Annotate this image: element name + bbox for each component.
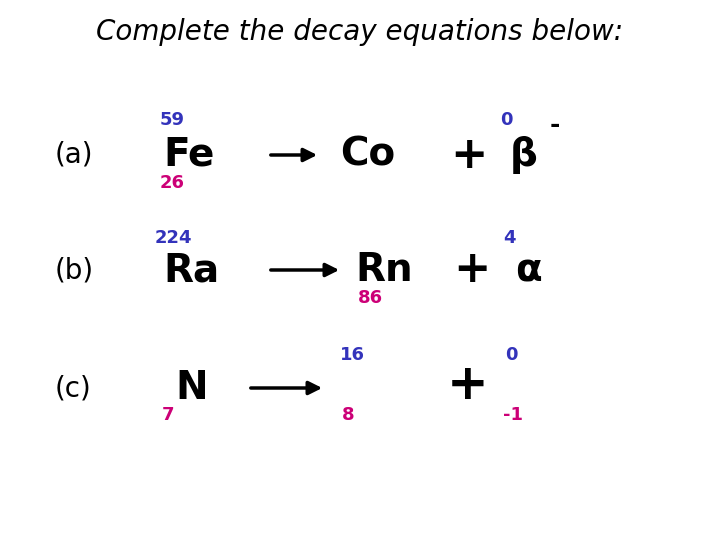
Text: 8: 8 bbox=[342, 406, 355, 424]
Text: 26: 26 bbox=[160, 174, 185, 192]
Text: 7: 7 bbox=[162, 406, 174, 424]
Text: 4: 4 bbox=[503, 229, 516, 247]
Text: β: β bbox=[510, 136, 538, 174]
Text: 0: 0 bbox=[500, 111, 513, 129]
Text: Co: Co bbox=[340, 136, 395, 174]
Text: Ra: Ra bbox=[163, 251, 219, 289]
Text: 224: 224 bbox=[155, 229, 192, 247]
Text: +: + bbox=[453, 248, 490, 292]
Text: 16: 16 bbox=[340, 346, 365, 364]
Text: 86: 86 bbox=[358, 289, 383, 307]
Text: -1: -1 bbox=[503, 406, 523, 424]
Text: Rn: Rn bbox=[355, 251, 413, 289]
Text: (b): (b) bbox=[55, 256, 94, 284]
Text: 0: 0 bbox=[505, 346, 518, 364]
Text: -: - bbox=[550, 113, 560, 137]
Text: (c): (c) bbox=[55, 374, 91, 402]
Text: α: α bbox=[515, 251, 541, 289]
Text: +: + bbox=[450, 133, 487, 177]
Text: (a): (a) bbox=[55, 141, 94, 169]
Text: +: + bbox=[447, 361, 489, 409]
Text: 59: 59 bbox=[160, 111, 185, 129]
Text: Fe: Fe bbox=[163, 136, 215, 174]
Text: N: N bbox=[175, 369, 207, 407]
Text: Complete the decay equations below:: Complete the decay equations below: bbox=[96, 18, 624, 46]
